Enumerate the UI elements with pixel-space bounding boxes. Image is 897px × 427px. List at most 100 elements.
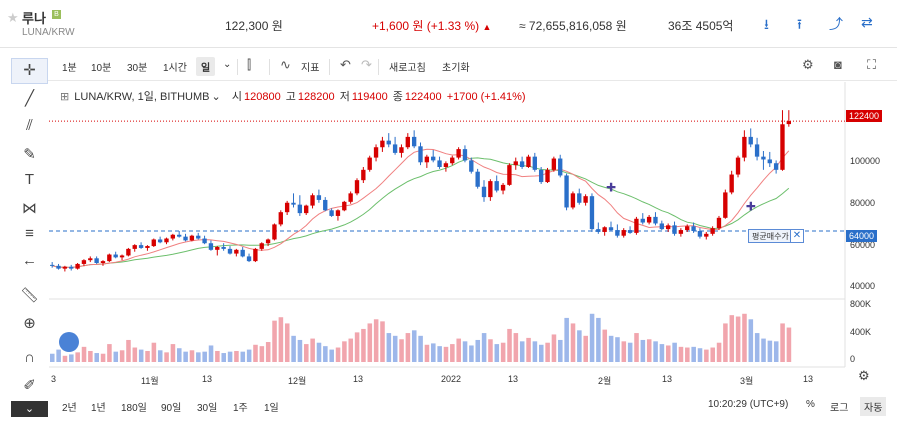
candle-body	[456, 149, 461, 158]
candle-body	[253, 248, 258, 262]
volume-bar	[253, 344, 258, 362]
download-icon[interactable]: ⭳	[764, 16, 769, 32]
candle-body	[100, 261, 106, 263]
range-30d[interactable]: 30일	[197, 403, 218, 414]
volume-bar	[164, 352, 169, 362]
volume-bar	[558, 339, 563, 362]
volume-bar	[697, 348, 703, 362]
range-90d[interactable]: 90일	[161, 403, 182, 414]
candle-body	[621, 230, 626, 236]
range-1d[interactable]: 1일	[264, 403, 279, 414]
interval-1min[interactable]: 1분	[62, 63, 77, 74]
volume-bar	[208, 345, 214, 362]
zoom-in-icon[interactable]: ⊕	[23, 315, 36, 332]
brush-icon[interactable]: ✎	[23, 146, 36, 163]
refresh-button[interactable]: 새로고침	[389, 63, 426, 74]
legend-expand-icon[interactable]: ⊞	[60, 91, 70, 103]
axis-settings-gear-icon[interactable]: ⚙	[858, 368, 870, 383]
volume-bar	[513, 333, 519, 362]
coin-symbol: LUNA/KRW	[22, 27, 75, 38]
ruler-icon[interactable]: 📏︎	[19, 287, 40, 304]
camera-icon[interactable]: ◙	[834, 57, 842, 72]
redo-icon[interactable]: ↷	[361, 57, 372, 72]
candle-body	[56, 265, 61, 269]
volume-bar	[221, 353, 227, 362]
lock-drawing-icon[interactable]: ✐	[23, 377, 36, 394]
fibonacci-icon[interactable]: ≡	[25, 225, 34, 242]
candle-body	[246, 256, 252, 262]
candle-body	[761, 156, 766, 160]
indicator-icon[interactable]: ∿	[280, 57, 291, 72]
volume-bar	[710, 347, 715, 362]
volume-bar	[151, 342, 157, 362]
indicator-button[interactable]: 지표	[301, 63, 320, 74]
candle-body	[310, 195, 315, 206]
candle-body	[640, 218, 645, 223]
candle-body	[202, 238, 207, 244]
volume-bar	[94, 353, 100, 362]
auto-toggle[interactable]: 자동	[860, 397, 887, 416]
trend-line-icon[interactable]: ╱	[24, 90, 35, 107]
swap-icon[interactable]: ⇄	[861, 14, 873, 30]
order-line-label[interactable]: 평균매수가	[748, 229, 793, 243]
volume-bar	[81, 346, 87, 362]
magnet-icon[interactable]: ∩	[24, 349, 35, 366]
pattern-icon[interactable]: ⋈	[22, 200, 37, 217]
percent-toggle[interactable]: %	[806, 399, 815, 410]
volume-bar	[113, 351, 119, 362]
clock-time: 10:20:29 (UTC+9)	[708, 399, 789, 410]
candle-body	[291, 202, 296, 205]
trend-chart-icon[interactable]: ⤴	[829, 16, 843, 32]
candle-body	[481, 186, 487, 198]
pitchfork-icon[interactable]: ⫽	[26, 117, 33, 134]
fullscreen-icon[interactable]: ⛶	[867, 57, 877, 72]
legend-title[interactable]: LUNA/KRW, 1일, BITHUMB	[74, 91, 210, 103]
interval-1hour[interactable]: 1시간	[163, 63, 187, 74]
range-1w[interactable]: 1주	[233, 403, 248, 414]
favorite-star-icon[interactable]: ★	[7, 10, 19, 25]
candle-body	[62, 266, 68, 269]
order-line-close-icon[interactable]: ✕	[790, 229, 804, 243]
interval-day[interactable]: 일	[196, 57, 216, 76]
candle-body	[678, 230, 684, 234]
reset-button[interactable]: 초기화	[442, 63, 470, 74]
text-tool-icon[interactable]: T	[24, 171, 35, 188]
collapse-toolbar-chevron-icon[interactable]: ⌄	[11, 401, 48, 417]
undo-icon[interactable]: ↶	[340, 57, 351, 72]
price-axis-label: 80000	[850, 198, 876, 208]
volume-bar	[202, 351, 207, 362]
time-axis-label: 2월	[598, 376, 612, 386]
arrow-left-icon[interactable]: ←	[22, 252, 37, 269]
candle-body	[151, 239, 156, 247]
candle-body	[81, 260, 87, 264]
candle-body	[564, 175, 569, 208]
range-2y[interactable]: 2년	[62, 403, 77, 414]
volume-bar	[189, 350, 195, 362]
volume-bar	[494, 344, 500, 362]
time-axis-label: 13	[202, 374, 213, 384]
crosshair-icon[interactable]: ✛	[11, 58, 48, 84]
interval-dropdown-chevron-icon[interactable]: ⌄	[223, 59, 232, 70]
legend-chevron-icon[interactable]: ⌄	[211, 91, 221, 103]
candle-body	[780, 124, 785, 170]
current-price-tag: 122400	[846, 110, 883, 122]
candle-body	[748, 136, 753, 145]
volume-bar	[196, 352, 201, 362]
candle-body	[221, 247, 226, 249]
time-axis-label: 3월	[740, 376, 754, 386]
log-toggle[interactable]: 로그	[830, 403, 849, 414]
range-1y[interactable]: 1년	[91, 403, 106, 414]
interval-10min[interactable]: 10분	[91, 63, 112, 74]
candle-body	[608, 227, 614, 231]
upload-icon[interactable]: ⭱	[797, 16, 802, 32]
volume-bar	[411, 330, 417, 362]
interval-30min[interactable]: 30분	[127, 63, 148, 74]
settings-gear-icon[interactable]: ⚙	[802, 57, 814, 72]
range-180d[interactable]: 180일	[121, 403, 147, 414]
candle-body	[348, 193, 353, 202]
candle-body	[386, 140, 391, 145]
legend-open-label: 시	[231, 91, 243, 103]
drawing-toolbar: ✛ ╱ ⫽ ✎ T ⋈ ≡ ← 📏︎ ⊕ ∩ ✐	[11, 56, 48, 406]
candlestick-icon[interactable]: ⫿	[247, 57, 252, 72]
